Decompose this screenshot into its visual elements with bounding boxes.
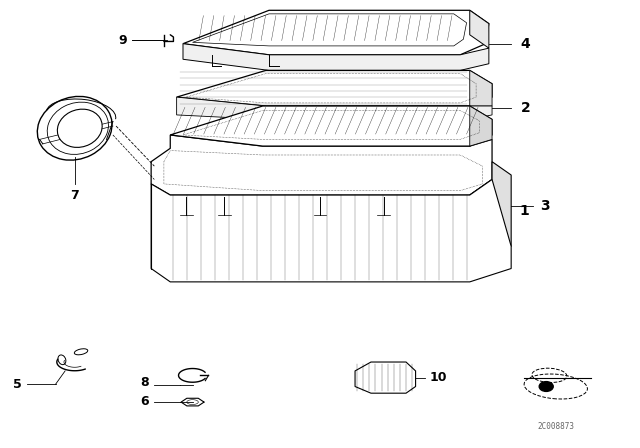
Text: 10: 10 [429,371,447,384]
Text: 6: 6 [140,395,149,408]
Polygon shape [151,135,492,195]
Text: 4: 4 [521,37,531,51]
Polygon shape [183,44,489,70]
Polygon shape [470,10,489,48]
Text: 1: 1 [519,204,529,218]
Polygon shape [177,97,492,119]
Polygon shape [170,106,492,146]
Circle shape [540,382,553,392]
Ellipse shape [58,109,102,147]
Text: 9: 9 [118,34,127,47]
Text: 2C008873: 2C008873 [537,422,574,431]
Text: 5: 5 [13,378,22,391]
Polygon shape [355,362,415,393]
Text: 7: 7 [70,189,79,202]
Text: 3: 3 [540,199,550,213]
Text: 8: 8 [140,376,149,389]
Text: 2: 2 [521,101,531,115]
Polygon shape [193,14,467,46]
Polygon shape [151,180,511,282]
Polygon shape [183,10,489,55]
Polygon shape [470,162,511,260]
Polygon shape [470,106,492,146]
Polygon shape [470,70,492,106]
Polygon shape [177,70,492,106]
